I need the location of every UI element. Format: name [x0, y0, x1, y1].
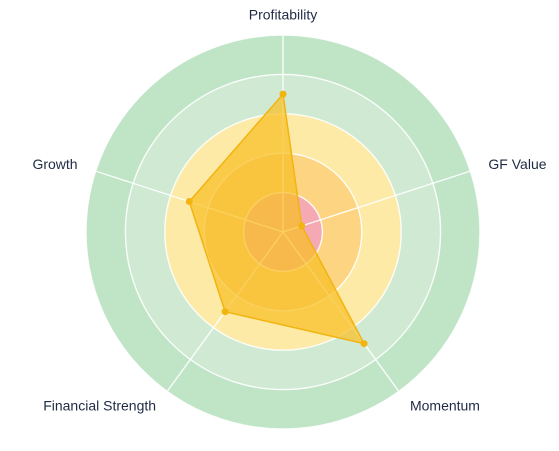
radar-point-gf-value[interactable] — [298, 222, 306, 230]
radar-series-area-0 — [188, 93, 365, 345]
axis-label-growth: Growth — [32, 156, 77, 172]
radar-point-financial-strength[interactable] — [221, 308, 229, 316]
axis-label-gf-value: GF Value — [488, 156, 546, 172]
radar-series — [185, 90, 368, 348]
radar-point-profitability[interactable] — [279, 90, 287, 98]
axis-label-momentum: Momentum — [410, 397, 480, 413]
axis-label-profitability: Profitability — [249, 7, 317, 23]
radar-point-momentum[interactable] — [360, 340, 368, 348]
axis-label-financial-strength: Financial Strength — [43, 397, 156, 413]
radar-point-growth[interactable] — [185, 198, 193, 206]
radar-axis-labels: Profitability GF Value Momentum Financial S… — [32, 7, 546, 414]
radar-spoke-1 — [282, 170, 471, 233]
